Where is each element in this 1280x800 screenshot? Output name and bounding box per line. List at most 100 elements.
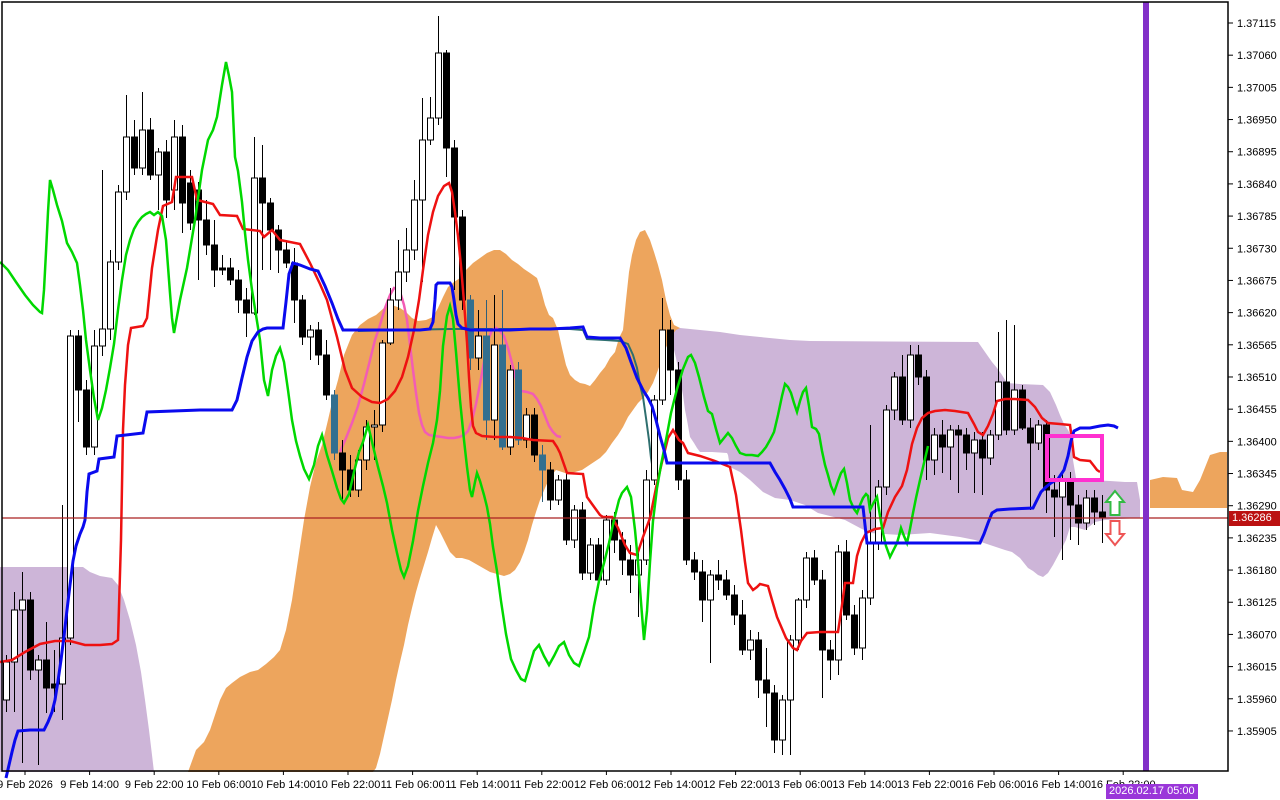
candle-body: [659, 329, 666, 401]
candle-body: [915, 354, 922, 378]
up-arrow-icon[interactable]: [1103, 489, 1127, 516]
time-tick-label: 13 Feb 06:00: [768, 779, 833, 791]
candle-body: [867, 542, 874, 599]
candle-body: [1099, 511, 1106, 519]
candle-body: [187, 182, 194, 224]
candle-body: [731, 594, 738, 616]
candle-body: [715, 574, 722, 581]
time-tick-label: 10 Feb 14:00: [251, 779, 316, 791]
candle-body: [955, 429, 962, 436]
chart-border: [1, 1, 1229, 772]
candle-body: [675, 369, 682, 481]
candle-body: [1011, 389, 1018, 431]
candle-body: [395, 271, 402, 301]
price-tick-label: 1.35960: [1237, 694, 1277, 706]
price-axis[interactable]: 1.37115 1.37060 1.37005 1.36950 1.36895 1.368…: [1228, 18, 1277, 738]
candle-body: [491, 344, 498, 421]
candle-body: [707, 574, 714, 601]
candle-body: [483, 335, 490, 421]
candle-body: [827, 649, 834, 661]
candle-body: [475, 335, 482, 359]
candle-body: [315, 329, 322, 356]
candle-body: [427, 117, 434, 141]
price-tick-label: 1.37115: [1237, 18, 1276, 30]
candle-body: [131, 136, 138, 169]
candle-body: [211, 244, 218, 271]
ichimoku-clouds: [0, 230, 1227, 772]
candle-body: [571, 509, 578, 541]
time-tick-label: 13 Feb 22:00: [897, 779, 962, 791]
candle-body: [331, 394, 338, 454]
candle-body: [859, 597, 866, 649]
candles: [3, 16, 1106, 765]
candle-body: [883, 409, 890, 488]
candle-body: [507, 369, 514, 448]
candle-body: [283, 249, 290, 264]
candle-body: [43, 659, 50, 689]
candle-body: [1059, 479, 1066, 498]
price-tick-label: 1.36565: [1237, 340, 1277, 352]
candle-body: [403, 249, 410, 273]
time-axis[interactable]: 9 Feb 2026 9 Feb 14:00 9 Feb 22:00 10 Feb 0…: [0, 771, 1156, 791]
down-arrow-icon[interactable]: [1103, 520, 1127, 547]
candle-body: [563, 479, 570, 541]
candle-body: [235, 279, 242, 301]
candle-body: [587, 544, 594, 574]
candle-body: [811, 557, 818, 581]
candle-body: [115, 191, 122, 263]
candle-body: [339, 452, 346, 471]
candle-body: [163, 151, 170, 201]
price-tick-label: 1.37060: [1237, 50, 1277, 62]
price-tick-label: 1.36620: [1237, 308, 1277, 320]
candle-body: [123, 136, 130, 193]
price-tick-label: 1.36070: [1237, 629, 1277, 641]
red-ma-line: [0, 175, 1101, 664]
candle-body: [419, 139, 426, 201]
candle-body: [891, 376, 898, 411]
vertical-event-line[interactable]: [1143, 2, 1149, 771]
time-tick-label: 12 Feb 14:00: [639, 779, 704, 791]
candle-body: [907, 354, 914, 421]
candle-body: [203, 219, 210, 246]
highlight-rectangle[interactable]: [1045, 434, 1104, 482]
candle-body: [995, 381, 1002, 436]
price-tick-label: 1.36950: [1237, 115, 1277, 127]
candle-body: [627, 559, 634, 576]
candle-body: [691, 559, 698, 573]
drawings[interactable]: [1045, 434, 1104, 482]
price-tick-label: 1.36510: [1237, 372, 1277, 384]
candle-body: [155, 151, 162, 176]
candle-body: [699, 571, 706, 601]
candle-body: [579, 509, 586, 574]
candle-body: [411, 199, 418, 251]
price-tick-label: 1.36235: [1237, 533, 1277, 545]
candle-body: [531, 414, 538, 456]
time-tick-label: 16 Feb 14:00: [1026, 779, 1091, 791]
candle-body: [851, 614, 858, 649]
time-tick-label: 9 Feb 14:00: [60, 779, 119, 791]
candle-body: [963, 434, 970, 454]
candle-body: [1075, 504, 1082, 524]
candle-body: [747, 639, 754, 651]
time-tick-label: 11 Feb 06:00: [381, 779, 445, 791]
candle-body: [939, 434, 946, 448]
candle-body: [667, 329, 674, 371]
candle-body: [147, 129, 154, 176]
time-tick-label: 12 Feb 22:00: [703, 779, 768, 791]
candle-body: [27, 599, 34, 671]
candle-body: [739, 614, 746, 651]
candle-body: [1067, 479, 1074, 506]
candle-body: [35, 659, 42, 671]
candle-body: [1035, 424, 1042, 444]
candle-body: [227, 267, 234, 281]
candle-body: [243, 299, 250, 314]
candle-body: [179, 136, 186, 204]
candle-body: [803, 557, 810, 601]
candle-body: [787, 639, 794, 701]
time-tick-label: 13 Feb 14:00: [832, 779, 897, 791]
candle-body: [971, 439, 978, 454]
price-tick-label: 1.36400: [1237, 436, 1277, 448]
price-tick-label: 1.36840: [1237, 179, 1277, 191]
